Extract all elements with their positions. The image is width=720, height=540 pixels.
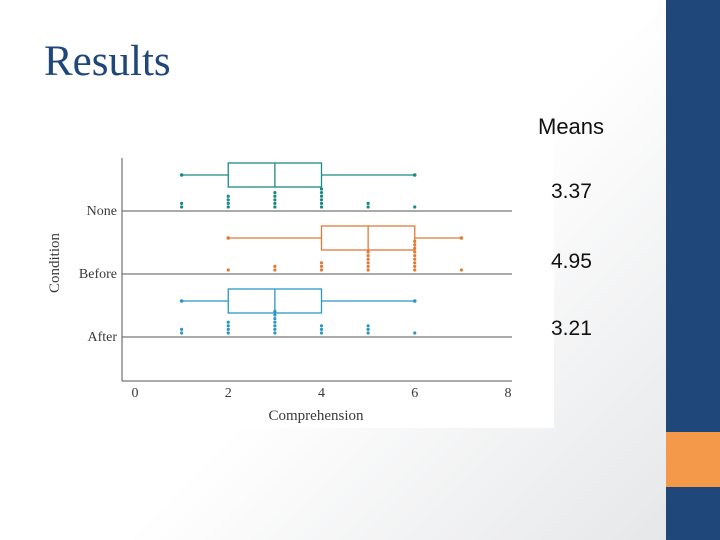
data-point <box>319 191 324 195</box>
data-point <box>366 264 370 268</box>
data-point <box>366 257 370 261</box>
data-point <box>413 250 417 254</box>
condition-label: After <box>87 330 117 345</box>
x-tick-label: 8 <box>505 386 512 401</box>
data-point <box>319 327 324 331</box>
data-point <box>366 261 370 265</box>
x-tick-label: 4 <box>318 386 325 401</box>
whisker-end-min <box>179 299 184 303</box>
data-point <box>413 246 417 250</box>
data-point <box>226 198 230 202</box>
data-point <box>319 198 324 202</box>
data-point <box>366 331 370 335</box>
chart-panel: 0 2 4 6 8 Comprehension Condition None Before Aft… <box>40 132 554 428</box>
data-point <box>319 205 324 209</box>
y-axis-title: Condition <box>47 233 63 294</box>
means-heading: Means <box>538 114 605 139</box>
data-point <box>226 320 230 324</box>
data-point <box>319 324 324 328</box>
x-tick-label: 0 <box>132 386 139 401</box>
data-point <box>319 187 324 191</box>
data-point <box>366 327 370 331</box>
data-point <box>413 243 417 247</box>
data-point <box>273 309 277 313</box>
data-point <box>413 239 417 243</box>
data-point <box>319 194 324 198</box>
data-point <box>273 264 277 268</box>
whisker-end-min <box>226 236 231 240</box>
data-point <box>273 331 277 335</box>
data-point <box>180 205 184 209</box>
whisker-end-max <box>459 236 464 240</box>
data-point <box>319 261 324 265</box>
whisker-end-max <box>412 299 417 303</box>
data-point <box>273 201 277 205</box>
condition-label: Before <box>79 267 117 282</box>
data-point <box>319 201 324 205</box>
side-accent <box>666 432 720 487</box>
data-point <box>413 264 417 268</box>
data-point <box>413 254 417 258</box>
data-point <box>366 201 370 205</box>
data-point <box>273 317 277 321</box>
data-point <box>273 320 277 324</box>
data-point <box>273 194 277 198</box>
slide-title: Results <box>44 38 171 85</box>
data-point <box>319 268 324 272</box>
data-point <box>273 198 277 202</box>
data-point <box>226 331 230 335</box>
data-point <box>366 324 370 328</box>
data-point <box>413 268 417 272</box>
data-point <box>413 205 417 209</box>
data-point <box>273 205 277 209</box>
data-point <box>180 327 184 331</box>
data-point <box>366 254 370 258</box>
data-point <box>226 327 230 331</box>
data-point <box>413 331 417 335</box>
data-point <box>273 313 277 317</box>
data-point <box>180 331 184 335</box>
x-tick-label: 6 <box>411 386 418 401</box>
whisker-end-max <box>412 173 417 177</box>
data-point <box>226 205 230 209</box>
data-point <box>366 205 370 209</box>
data-point <box>413 257 417 261</box>
data-point <box>226 268 230 272</box>
data-point <box>273 324 277 328</box>
x-tick-label: 2 <box>225 386 232 401</box>
condition-label: None <box>87 204 117 219</box>
data-point <box>319 264 324 268</box>
mean-none: 3.37 <box>551 180 592 203</box>
data-point <box>273 268 277 272</box>
data-point <box>180 201 184 205</box>
mean-before: 4.95 <box>551 250 592 273</box>
data-point <box>366 268 370 272</box>
data-point <box>319 331 324 335</box>
data-point <box>459 268 463 272</box>
data-point <box>273 327 277 331</box>
boxplot-chart: 0 2 4 6 8 Comprehension Condition None Before Aft… <box>47 158 512 424</box>
data-point <box>226 194 230 198</box>
whisker-end-min <box>179 173 184 177</box>
data-point <box>366 250 370 254</box>
data-point <box>226 201 230 205</box>
data-point <box>413 261 417 265</box>
x-axis-title: Comprehension <box>269 408 364 424</box>
data-point <box>273 191 277 195</box>
data-point <box>226 324 230 328</box>
mean-after: 3.21 <box>551 317 592 340</box>
